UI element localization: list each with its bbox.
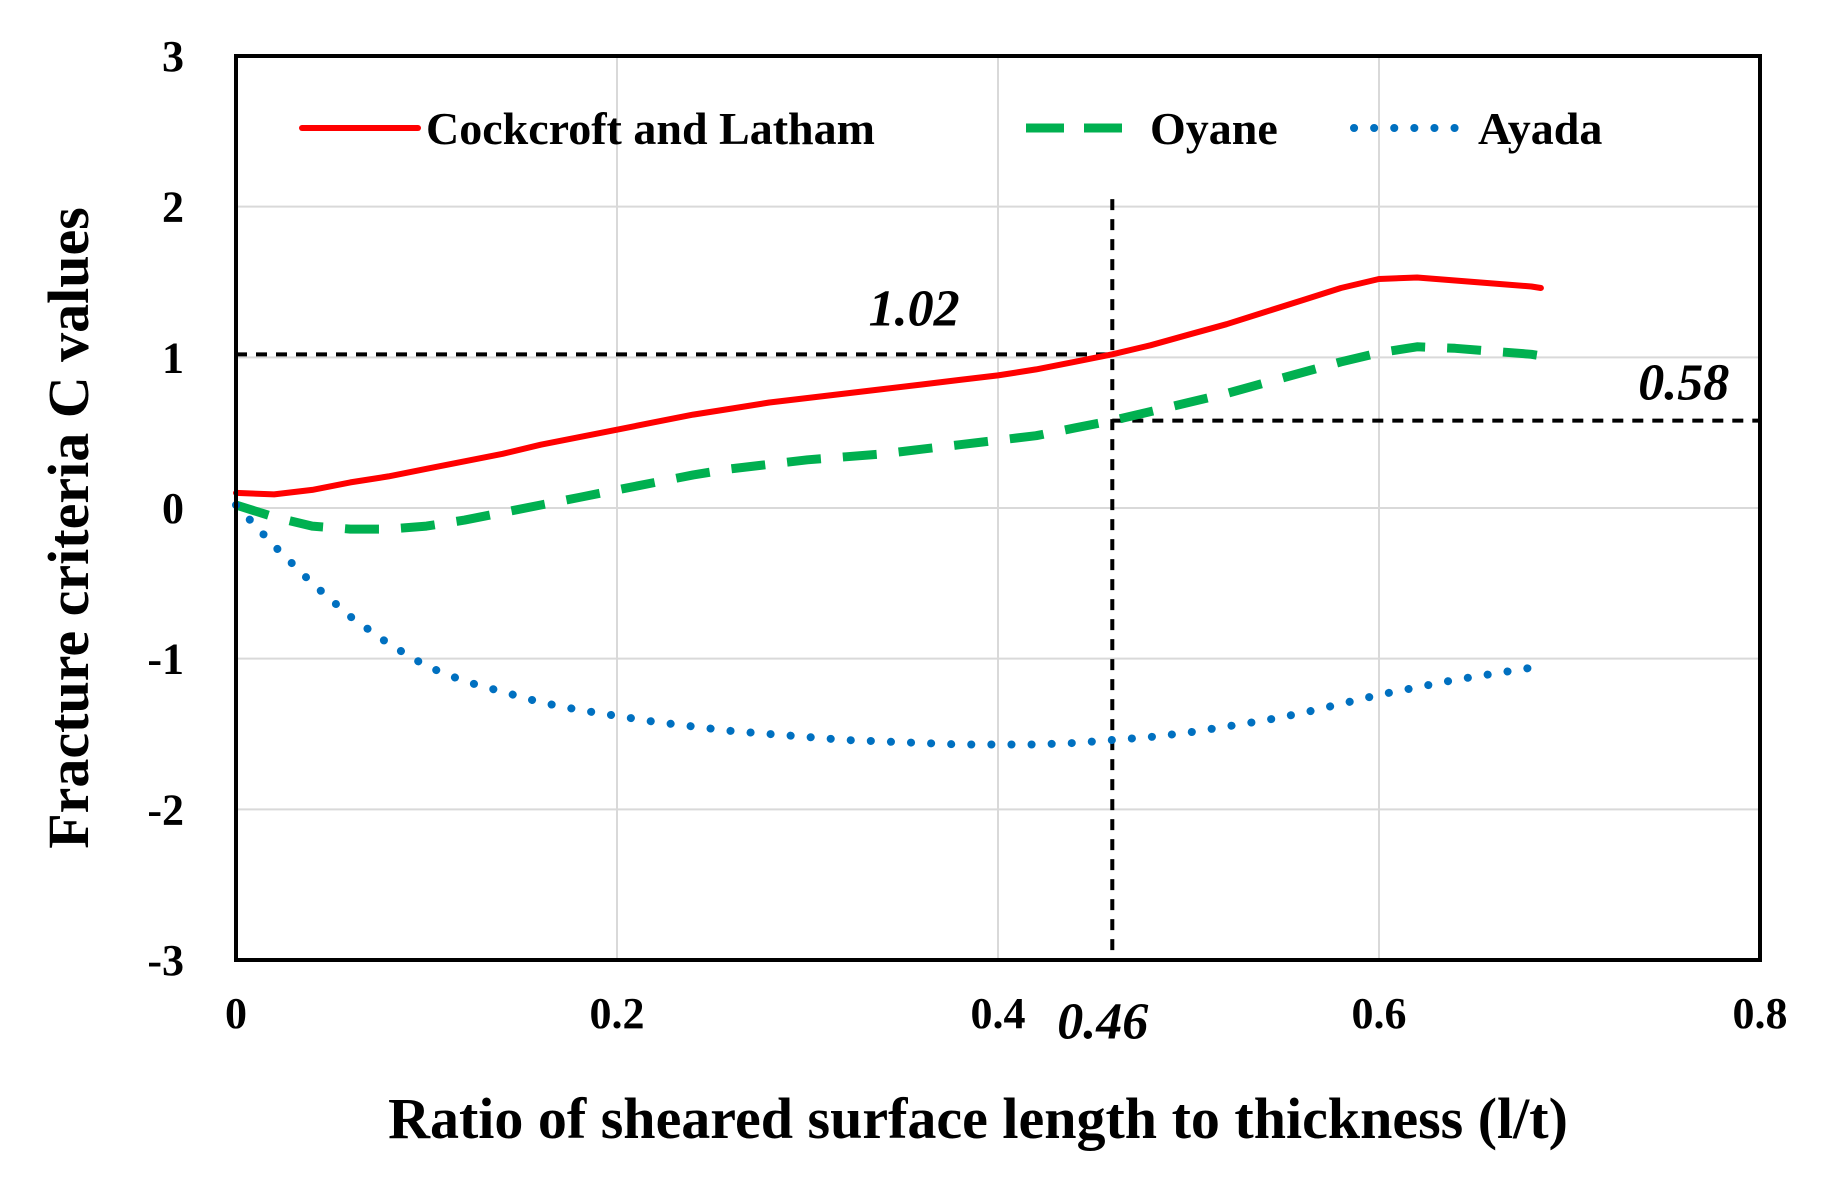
legend-label-oyane: Oyane: [1150, 103, 1278, 154]
y-tick-label: 3: [162, 32, 184, 81]
y-tick-label: -1: [147, 635, 184, 684]
legend-label-ayada: Ayada: [1478, 103, 1602, 154]
legend: Cockcroft and Latham Oyane Ayada: [299, 103, 1602, 154]
plot-frame: [234, 54, 1762, 962]
y-tick-label: -2: [147, 785, 184, 834]
x-tick-label: 0.4: [971, 989, 1026, 1038]
reference-lines: [236, 199, 1760, 960]
y-axis-title: Fracture criteria C values: [36, 207, 101, 849]
y-tick-label: 0: [162, 484, 184, 533]
x-tick-label: 0.8: [1733, 989, 1788, 1038]
series-line-oyane: [234, 342, 1542, 534]
annotation-label: 0.46: [1057, 993, 1148, 1050]
series-line-cockcroft-and-latham: [233, 274, 1544, 498]
series-line-ayada: [232, 501, 1545, 749]
x-tick-label: 0.6: [1352, 989, 1407, 1038]
y-tick-label: 2: [162, 183, 184, 232]
y-tick-label: -3: [147, 936, 184, 985]
legend-label-cockcroft-and-latham: Cockcroft and Latham: [426, 103, 875, 154]
tick-labels: -3 -2 -1 0 1 2 3 0 0.2 0.4 0.6 0.8: [147, 32, 1787, 1038]
annotation-label: 0.58: [1638, 354, 1729, 411]
x-axis-title: Ratio of sheared surface length to thick…: [388, 1086, 1568, 1151]
x-tick-label: 0.2: [590, 989, 645, 1038]
series-group: [232, 274, 1545, 749]
annotation-label: 1.02: [869, 281, 960, 338]
y-tick-label: 1: [162, 333, 184, 382]
annotations: 1.02 0.58 0.46: [869, 281, 1730, 1051]
x-tick-label: 0: [225, 989, 247, 1038]
